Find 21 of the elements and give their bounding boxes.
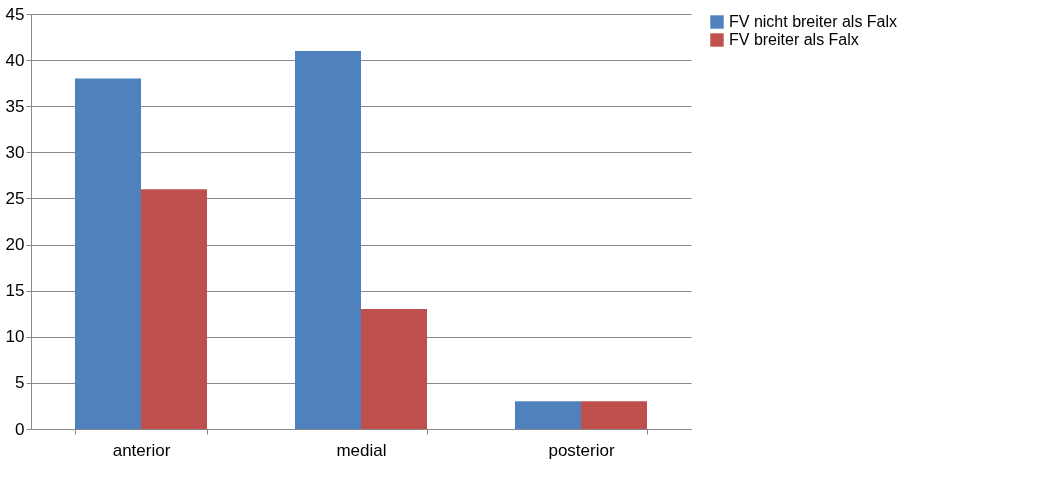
x-tick-label: posterior xyxy=(548,440,615,460)
y-tick-label: 5 xyxy=(15,373,25,393)
y-tick-label: 15 xyxy=(5,281,25,301)
y-tick-label: 10 xyxy=(5,327,25,347)
y-tick-label: 35 xyxy=(5,96,25,116)
x-tick-label: medial xyxy=(336,440,387,460)
bar xyxy=(515,401,581,429)
bar xyxy=(141,189,207,429)
y-tick-label: 40 xyxy=(5,50,25,70)
x-tick-label: anterior xyxy=(112,440,171,460)
bar xyxy=(295,50,361,429)
y-tick-label: 20 xyxy=(5,235,25,255)
bar xyxy=(581,401,647,429)
y-tick-label: 30 xyxy=(5,142,25,162)
y-tick-label: 25 xyxy=(5,188,25,208)
legend-label: FV nicht breiter als Falx xyxy=(729,13,898,30)
bar xyxy=(75,78,141,429)
y-tick-label: 0 xyxy=(15,419,25,439)
legend-label: FV breiter als Falx xyxy=(729,31,859,48)
bar xyxy=(361,309,427,429)
y-tick-label: 45 xyxy=(5,4,25,24)
